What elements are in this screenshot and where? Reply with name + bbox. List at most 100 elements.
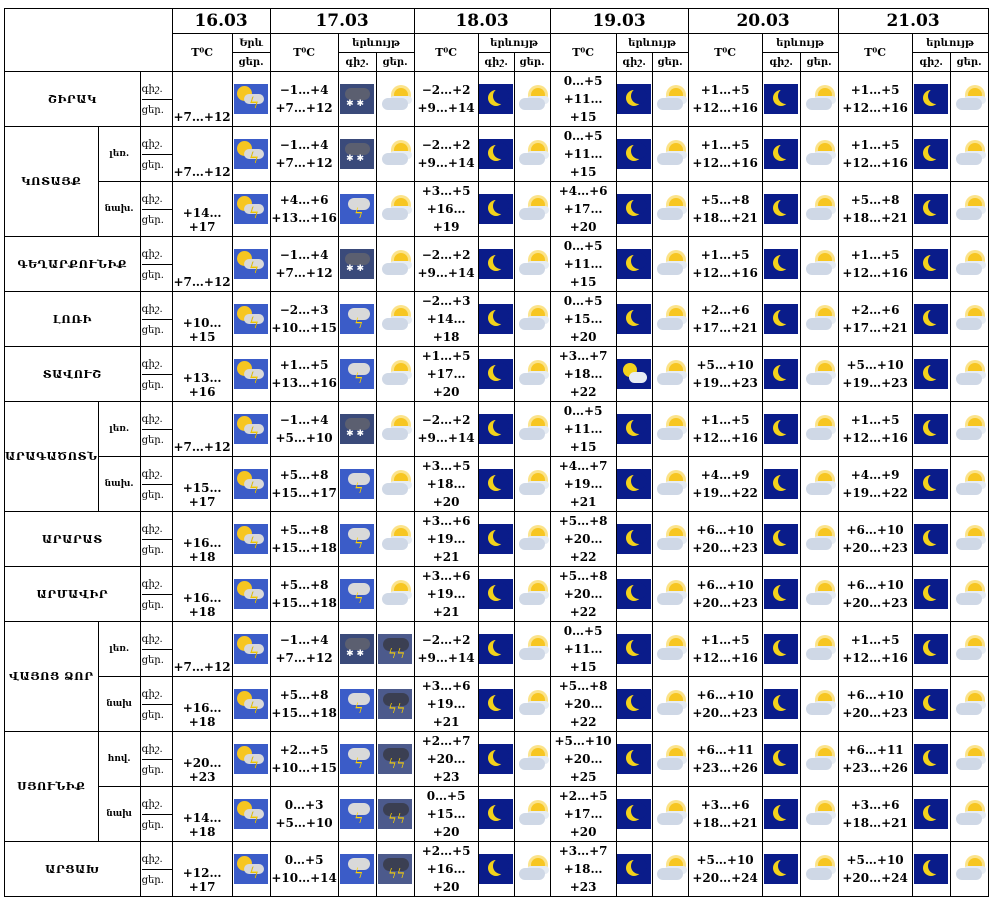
sunstorm-icon [234,414,269,444]
day-temp: +20…+23 [842,541,908,555]
weather-icon-cell [799,346,839,402]
night-temp: +3…+6 [421,569,471,583]
moon-icon [764,799,799,829]
moon-icon [914,579,949,609]
day-temp: +20…+24 [842,871,908,885]
night-header: գիշ. [911,52,951,72]
weather-icon-cell [651,566,689,622]
sunc-icon [802,634,836,664]
sunc-icon [802,579,836,609]
night-temp: +5…+10 [696,853,754,867]
weather-icon-cell [615,401,653,457]
day-label: ցեր. [141,379,164,391]
night-temp: 0…+3 [284,798,324,812]
weather-icon-cell [651,841,689,897]
sunc-icon [952,414,986,444]
night-temp: +6…+11 [696,743,754,757]
snow-icon [340,139,375,169]
night-label: գիշ. [141,684,172,705]
night-temp: +5…+8 [558,514,608,528]
temp-cell: +6…+11 +23…+26 [837,731,913,787]
moon-icon [479,194,514,224]
day-temp: +19…+21 [426,697,466,729]
weather-icon-cell [651,346,689,402]
table-row: նախ.գիշ. ցեր. +15…+17 +5…+8 +15…+17 +3…+5 +18…… [5,456,989,512]
day-temp: +16…+19 [426,202,466,234]
temp-cell: +1…+5 +12…+16 [687,236,763,292]
day-temp: +18…+21 [692,816,758,830]
moon-icon [914,799,949,829]
weather-icon-cell [799,676,839,732]
sunstorm-icon [234,744,269,774]
period-labels: գիշ. ցեր. [139,456,173,512]
temp-cell: +5…+8 +15…+18 [269,511,339,567]
night-temp: +6…+10 [846,523,904,537]
day-temp: +20…+23 [692,706,758,720]
sunc-icon [802,469,836,499]
weather-icon-cell [911,841,951,897]
weather-icon-cell [337,291,377,347]
sunc-icon [515,249,549,279]
subregion-label: լեռ. [97,621,141,677]
forecast-table: 16.03 17.03 18.03 19.03 20.03 21.03 T⁰C … [4,8,989,897]
night-header: գիշ. [761,52,801,72]
day-temp: +20…+24 [692,871,758,885]
sunc-icon [802,799,836,829]
day-temp: +13…+16 [271,376,337,390]
day-temp: +15…+17 [271,486,337,500]
weather-icon-cell [375,236,415,292]
dstorm-icon [378,744,413,774]
day-header: ցեր. [949,52,989,72]
weather-icon-cell [615,291,653,347]
weather-icon-cell [375,786,415,842]
night-label: գիշ. [141,574,172,595]
temp-cell: +2…+6 +17…+21 [687,291,763,347]
sunc-icon [378,304,412,334]
weather-icon-cell [615,841,653,897]
weather-icon-cell [375,181,415,237]
day-temp: +12…+16 [692,156,758,170]
weather-icon-cell [375,566,415,622]
sunc-icon [952,744,986,774]
weather-icon-cell [375,401,415,457]
day-temp: +19…+21 [426,587,466,619]
temp-cell: +1…+5 +17…+20 [413,346,479,402]
day-temp: +18…+22 [563,367,603,399]
weather-icon-cell [337,401,377,457]
moon-icon [764,414,799,444]
day-temp: +17…+20 [563,807,603,839]
sunc-icon [515,194,549,224]
weather-icon-cell [375,841,415,897]
period-labels: գիշ. ցեր. [139,291,173,347]
sunc-icon [653,469,687,499]
temp-cell: 0…+5 +15…+20 [549,291,617,347]
day-temp: +12…+16 [842,651,908,665]
weather-icon-cell [949,126,989,182]
weather-icon-cell [615,346,653,402]
night-temp: +1…+5 [700,83,750,97]
weather-icon-cell [911,291,951,347]
weather-icon-cell [513,786,551,842]
weather-icon-cell [761,181,801,237]
night-header: գիշ. [615,52,653,72]
weather-icon-cell [231,126,271,182]
moon-icon [479,359,514,389]
weather-icon-cell [513,126,551,182]
day-label: ցեր. [141,544,164,556]
moon-icon [479,139,514,169]
sunc-icon [952,359,986,389]
weather-icon-cell [761,621,801,677]
day-temp: +18…+23 [563,862,603,894]
day-temp: +7…+12 [275,266,333,280]
day-label: ցեր. [141,159,164,171]
sunc-icon [802,414,836,444]
sunc-icon [653,304,687,334]
temp-cell: +2…+5 +10…+15 [269,731,339,787]
weather-icon-cell [375,126,415,182]
temp-cell: +5…+10 +19…+23 [687,346,763,402]
sunc-icon [378,524,412,554]
temp-cell: +16…+18 [171,676,233,732]
night-temp: +2…+5 [558,789,608,803]
temp-cell: +5…+8 +18…+21 [837,181,913,237]
